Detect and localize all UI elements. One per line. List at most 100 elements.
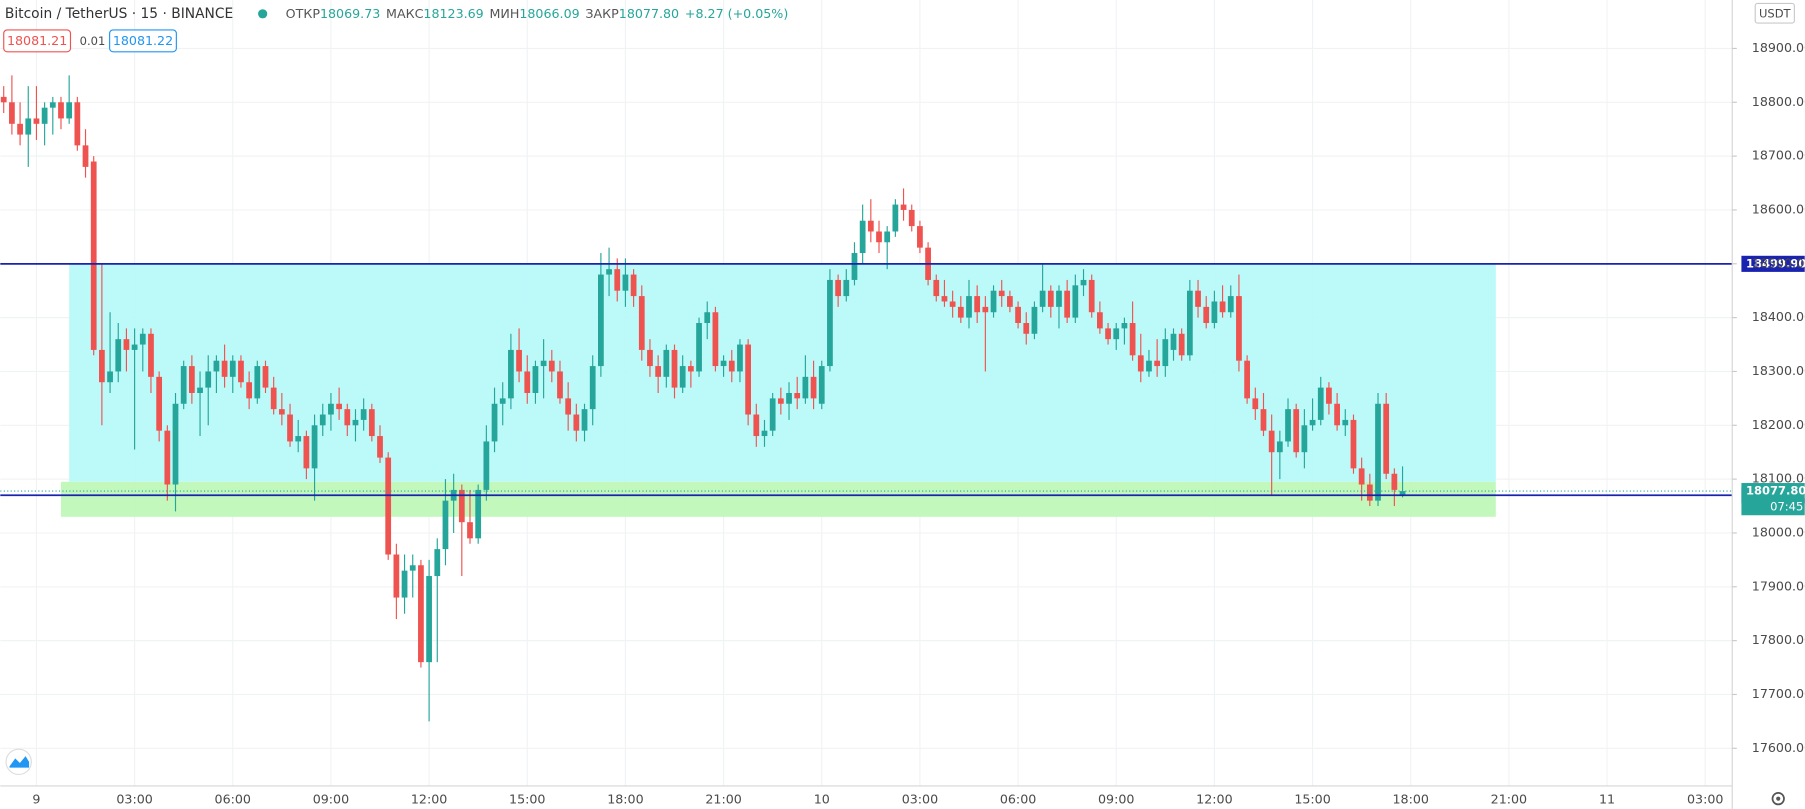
candle-body [1162, 339, 1169, 367]
candle-body [1227, 296, 1234, 313]
currency-button[interactable] [1754, 2, 1795, 24]
candle-body [745, 344, 752, 415]
countdown-label: 07:45 [1770, 500, 1803, 514]
candle-body [606, 269, 612, 275]
candle-body [565, 398, 572, 415]
candle-body [663, 349, 670, 377]
currency-label: USDT [1759, 6, 1792, 20]
candle-body [1236, 296, 1242, 361]
candle-body [311, 425, 318, 469]
candle-body [180, 366, 187, 404]
candle-body [1088, 279, 1095, 313]
candle-body [614, 269, 621, 291]
candle-body [499, 398, 506, 404]
candle-body [990, 290, 997, 313]
candle-body [982, 306, 989, 313]
level-tag-label: 18499.90 [1746, 256, 1805, 270]
y-tick-label: 18700.00 [1752, 148, 1805, 163]
candle-body [1137, 355, 1144, 372]
candle-body [1276, 441, 1283, 453]
candle-body [123, 339, 130, 350]
candle-body [974, 296, 981, 313]
candle-body [884, 231, 891, 243]
candle-body [843, 279, 850, 297]
candle-body [197, 387, 203, 393]
candle-body [82, 145, 89, 167]
candle-body [516, 349, 522, 372]
candle-body [131, 344, 138, 350]
high-label: МАКС [386, 5, 424, 20]
x-tick-label: 11 [1599, 791, 1615, 806]
candle-body [720, 360, 727, 367]
candle-body [319, 414, 326, 426]
candle-body [483, 441, 490, 490]
x-tick-label: 06:00 [1000, 791, 1036, 806]
settings-icon[interactable] [1771, 792, 1785, 806]
candle-body [966, 296, 972, 318]
candle-body [1366, 484, 1373, 501]
candle-body [933, 279, 940, 297]
candle-body [262, 366, 269, 388]
candle-body [467, 522, 473, 539]
candle-body [671, 349, 678, 388]
candle-body [491, 403, 498, 442]
candle-body [1031, 306, 1038, 334]
x-tick-label: 03:00 [116, 791, 152, 806]
candle-body [524, 371, 531, 393]
candle-body [630, 274, 637, 297]
header-line: Bitcoin / TetherUS · 15 · BINANCE [5, 6, 233, 22]
candle-body [540, 360, 547, 367]
candle-body [1211, 301, 1218, 324]
candle-body [115, 339, 122, 372]
candle-body [164, 430, 171, 485]
candle-body [295, 436, 302, 442]
candle-body [859, 220, 866, 254]
candle-body [900, 204, 907, 210]
candle-body [393, 554, 400, 598]
candle-body [638, 296, 645, 350]
candle-body [802, 376, 809, 399]
candle-body [360, 409, 367, 420]
candle-body [409, 565, 416, 571]
candle-body [598, 274, 604, 367]
candle-body [876, 231, 882, 243]
candle-body [548, 360, 555, 372]
candle-body [679, 366, 686, 388]
close-label: ЗАКР [585, 5, 619, 20]
bid-box[interactable] [3, 29, 72, 53]
candle-body [17, 123, 23, 135]
ask-box[interactable] [109, 29, 177, 53]
y-tick-label: 17900.00 [1752, 578, 1805, 593]
candle-body [401, 570, 408, 598]
candle-body [1285, 409, 1291, 442]
close-value: 18077.80 [619, 5, 679, 20]
candle-body [1334, 403, 1340, 426]
candle-body [0, 96, 7, 103]
bid-price: 18081.21 [7, 33, 67, 48]
candle-body [90, 161, 97, 350]
candle-body [827, 279, 833, 367]
candle-body [1317, 387, 1324, 420]
candle-body [777, 398, 784, 404]
candle-body [1056, 290, 1062, 307]
candle-body [1039, 290, 1046, 307]
y-tick-label: 18300.00 [1752, 363, 1805, 378]
candle-body [696, 323, 702, 372]
logo [5, 748, 32, 776]
open-value: 18069.73 [320, 5, 380, 20]
x-tick-label: 21:00 [1491, 791, 1527, 806]
symbol-title: Bitcoin / TetherUS · 15 · BINANCE [5, 6, 233, 22]
x-tick-label: 18:00 [607, 791, 643, 806]
candle-body [1244, 360, 1251, 399]
x-tick-label: 06:00 [215, 791, 251, 806]
candle-body [74, 102, 81, 146]
candle-body [655, 366, 662, 377]
candle-body [892, 204, 899, 232]
candle-body [835, 279, 841, 297]
x-tick-label: 15:00 [509, 791, 545, 806]
candle-body [221, 360, 228, 377]
candle-body [336, 403, 342, 410]
x-tick-label: 10 [814, 791, 830, 806]
candle-body [532, 366, 539, 393]
candle-body [1268, 430, 1275, 453]
